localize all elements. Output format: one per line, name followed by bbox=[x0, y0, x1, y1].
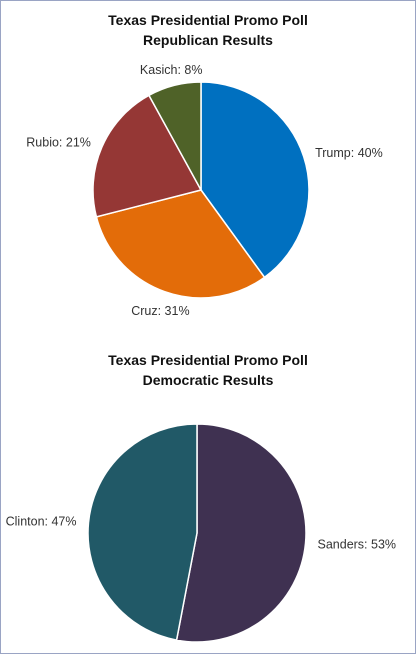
democratic-label-clinton: Clinton: 47% bbox=[6, 515, 77, 529]
republican-label-kasich: Kasich: 8% bbox=[140, 63, 203, 77]
republican-chart-title: Texas Presidential Promo Poll Republican… bbox=[0, 10, 416, 50]
democratic-title-line-2: Democratic Results bbox=[142, 372, 274, 388]
republican-label-rubio: Rubio: 21% bbox=[26, 135, 91, 149]
democratic-slice-sanders bbox=[175, 423, 307, 643]
republican-label-cruz: Cruz: 31% bbox=[131, 304, 189, 318]
republican-slice-trump bbox=[200, 81, 310, 279]
republican-pie-chart: Trump: 40% Cruz: 31% Rubio: 21% Kasich: 8% bbox=[26, 63, 383, 318]
republican-label-trump: Trump: 40% bbox=[315, 146, 383, 160]
republican-title-line-1: Texas Presidential Promo Poll bbox=[108, 12, 308, 28]
democratic-chart-title: Texas Presidential Promo Poll Democratic… bbox=[0, 350, 416, 390]
democratic-pie-chart: Sanders: 53% Clinton: 47% bbox=[6, 423, 397, 643]
republican-slice-rubio bbox=[92, 94, 203, 218]
democratic-label-sanders: Sanders: 53% bbox=[318, 537, 397, 551]
republican-title-line-2: Republican Results bbox=[143, 32, 273, 48]
republican-slice-kasich bbox=[147, 81, 202, 191]
democratic-title-line-1: Texas Presidential Promo Poll bbox=[108, 352, 308, 368]
republican-slice-cruz bbox=[95, 189, 266, 299]
democratic-slice-clinton bbox=[87, 423, 198, 641]
